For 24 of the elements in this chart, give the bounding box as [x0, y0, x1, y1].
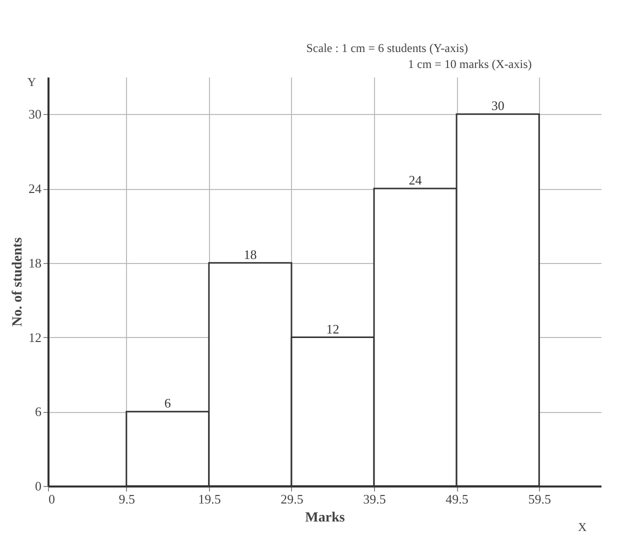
x-tick-label: 49.5 — [446, 492, 468, 506]
x-tick-label: 39.5 — [363, 492, 386, 506]
text: 1 cm = 10 marks (X-axis) — [408, 57, 532, 71]
x-tick-label: 19.5 — [198, 492, 221, 506]
y-tick-label: 12 — [28, 330, 42, 345]
x-tick-label: 9.5 — [118, 492, 136, 506]
x-axis-title: Marks — [305, 510, 346, 526]
y-tick-label: 18 — [28, 255, 42, 270]
y-tick-label: 30 — [28, 106, 42, 122]
y-axis-title: No. of students — [10, 236, 26, 327]
data-label: 24 — [408, 172, 422, 188]
data-label: 6 — [164, 396, 172, 411]
text: Scale : 1 cm = 6 students (Y-axis) — [306, 41, 468, 55]
y-tick-label: 6 — [35, 404, 42, 420]
x-tick-label: 29.5 — [280, 492, 304, 506]
text: Y — [27, 75, 36, 89]
y-tick-label: 24 — [28, 181, 42, 196]
data-label: 12 — [326, 321, 340, 336]
text: X — [578, 520, 587, 534]
y-tick-label: 0 — [35, 478, 42, 494]
x-tick-label: 59.5 — [528, 492, 551, 506]
data-label: 18 — [244, 246, 257, 262]
x-tick-label: 0 — [48, 492, 55, 506]
data-label: 30 — [491, 98, 504, 114]
